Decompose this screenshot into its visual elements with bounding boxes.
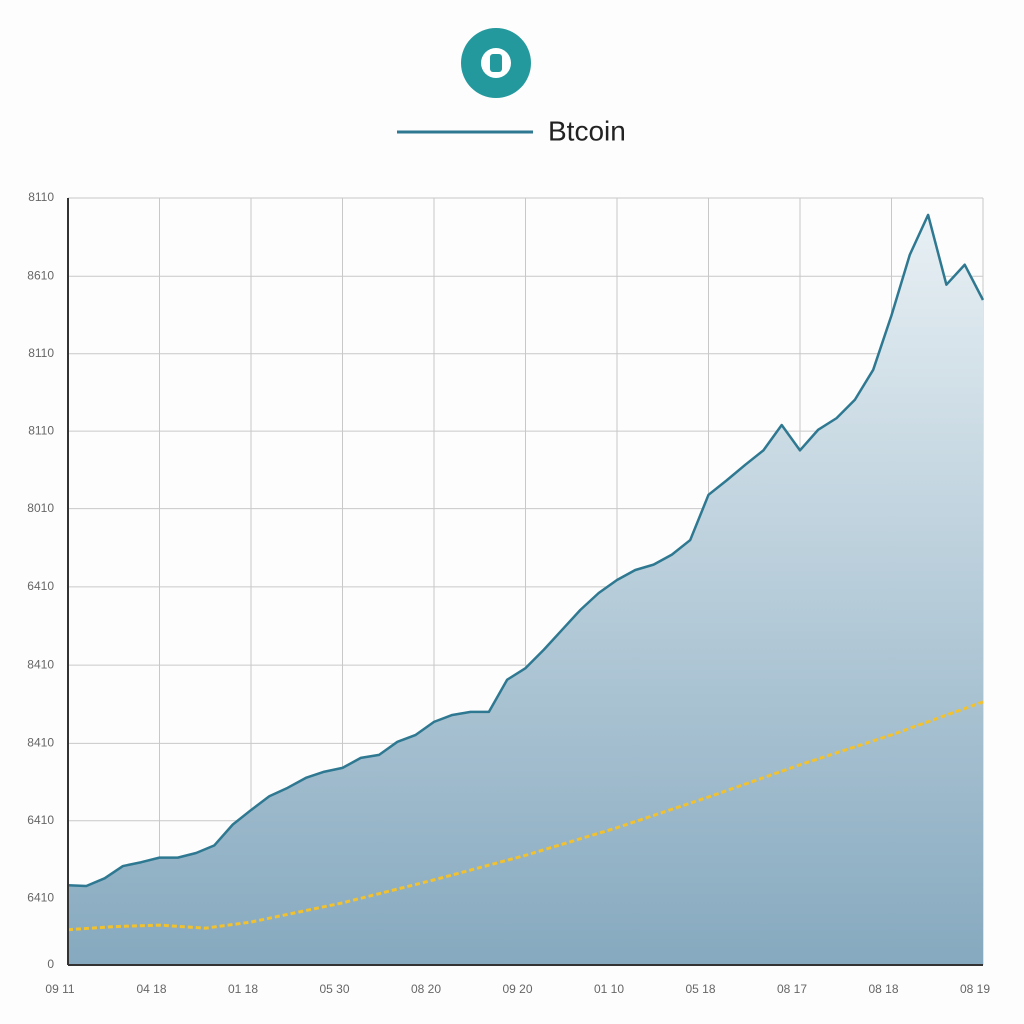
- y-tick-label: 8110: [28, 190, 54, 204]
- y-tick-label: 6410: [27, 579, 54, 593]
- y-tick-label: 6410: [27, 813, 54, 827]
- y-tick-label: 8410: [27, 736, 54, 750]
- x-tick-label: 09 11: [45, 982, 74, 996]
- x-tick-label: 09 20: [502, 982, 532, 996]
- x-tick-label: 05 18: [685, 982, 715, 996]
- y-tick-label: 8610: [27, 268, 54, 282]
- y-tick-label: 8110: [28, 346, 54, 360]
- x-tick-label: 08 17: [777, 982, 807, 996]
- x-tick-label: 01 18: [228, 982, 258, 996]
- y-tick-label: 6410: [27, 890, 54, 904]
- y-tick-label: 8010: [27, 501, 54, 515]
- y-tick-label: 0: [47, 957, 54, 971]
- x-tick-label: 01 10: [594, 982, 624, 996]
- legend-label: Btcoin: [548, 115, 626, 146]
- line: [67, 700, 984, 932]
- logo: [461, 28, 531, 98]
- x-tick-label: 08 20: [411, 982, 441, 996]
- x-tick-label: 08 19: [960, 982, 990, 996]
- x-tick-label: 04 18: [136, 982, 166, 996]
- area: [68, 214, 983, 965]
- y-tick-label: 8410: [27, 657, 54, 671]
- x-tick-label: 08 18: [868, 982, 898, 996]
- x-tick-label: 05 30: [319, 982, 349, 996]
- line: [67, 213, 985, 888]
- y-tick-label: 8110: [28, 423, 54, 437]
